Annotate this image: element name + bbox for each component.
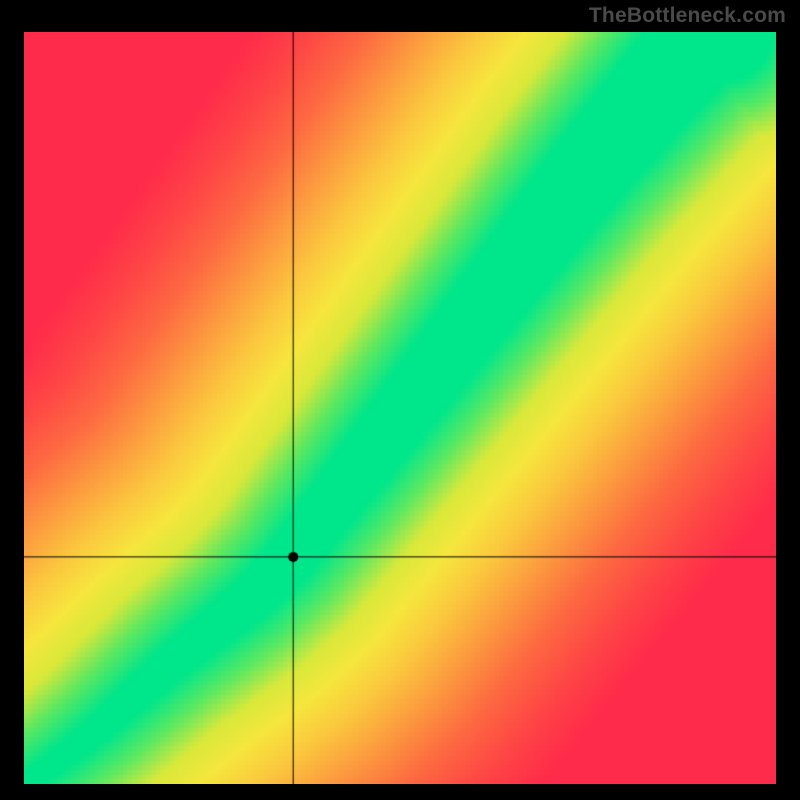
heatmap-canvas — [24, 32, 776, 784]
heatmap-plot — [24, 32, 776, 784]
watermark-text: TheBottleneck.com — [589, 4, 786, 28]
chart-container: TheBottleneck.com — [0, 0, 800, 800]
